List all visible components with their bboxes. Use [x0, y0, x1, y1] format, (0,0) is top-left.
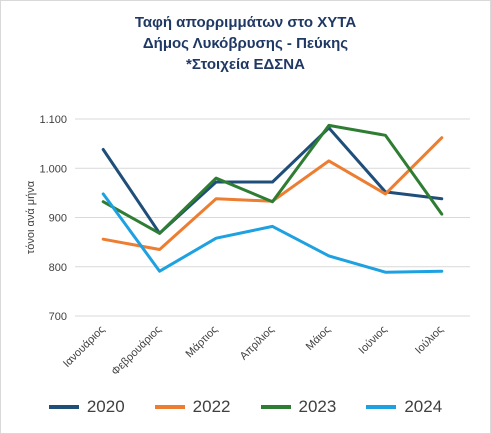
legend-label: 2024: [404, 397, 443, 416]
x-axis-ticks: Ιανουάριος Φεβρουάριος Μάρτιος Απρίλιος Μάιο…: [61, 324, 446, 378]
x-tick-label: Μάιος: [304, 324, 333, 353]
legend: 2020 2022 2023 2024: [0, 397, 491, 417]
x-tick-label: Ιούλιος: [413, 324, 446, 357]
y-tick-label: 900: [49, 213, 67, 225]
y-tick-label: 700: [49, 311, 67, 323]
legend-swatch: [154, 405, 185, 409]
series-line-2024: [101, 192, 444, 274]
x-tick-label: Ιούνιος: [357, 324, 390, 357]
legend-item-2024: 2024: [366, 397, 442, 417]
legend-swatch: [48, 405, 79, 409]
x-tick-label: Απρίλιος: [238, 324, 277, 363]
legend-swatch: [260, 405, 291, 409]
y-tick-label: 800: [49, 262, 67, 274]
gridlines: [75, 118, 470, 317]
y-axis-ticks: 700 800 900 1.000 1.100: [39, 114, 67, 323]
x-tick-label: Μάρτιος: [184, 324, 221, 361]
chart-title: Ταφή απορριμμάτων στο ΧΥΤΑ Δήμος Λυκόβρυ…: [0, 12, 491, 75]
legend-swatch: [366, 405, 397, 409]
chart-title-line-1: Ταφή απορριμμάτων στο ΧΥΤΑ: [134, 14, 357, 31]
series-lines: [101, 123, 444, 274]
y-axis-label: τόνοι ανά μήνα: [25, 180, 37, 254]
x-tick-label: Φεβρουάριος: [109, 324, 163, 378]
series-line-2023: [101, 123, 444, 235]
legend-label: 2020: [86, 397, 125, 416]
legend-label: 2023: [298, 397, 337, 416]
y-tick-label: 1.000: [39, 163, 67, 175]
legend-label: 2022: [192, 397, 231, 416]
chart-title-line-3: *Στοιχεία ΕΔΣΝΑ: [186, 56, 305, 73]
legend-item-2022: 2022: [154, 397, 231, 417]
x-tick-label: Ιανουάριος: [61, 324, 107, 370]
y-tick-label: 1.100: [39, 114, 67, 126]
legend-item-2023: 2023: [260, 397, 337, 417]
chart-title-line-2: Δήμος Λυκόβρυσης - Πεύκης: [142, 35, 349, 52]
legend-item-2020: 2020: [48, 397, 125, 417]
